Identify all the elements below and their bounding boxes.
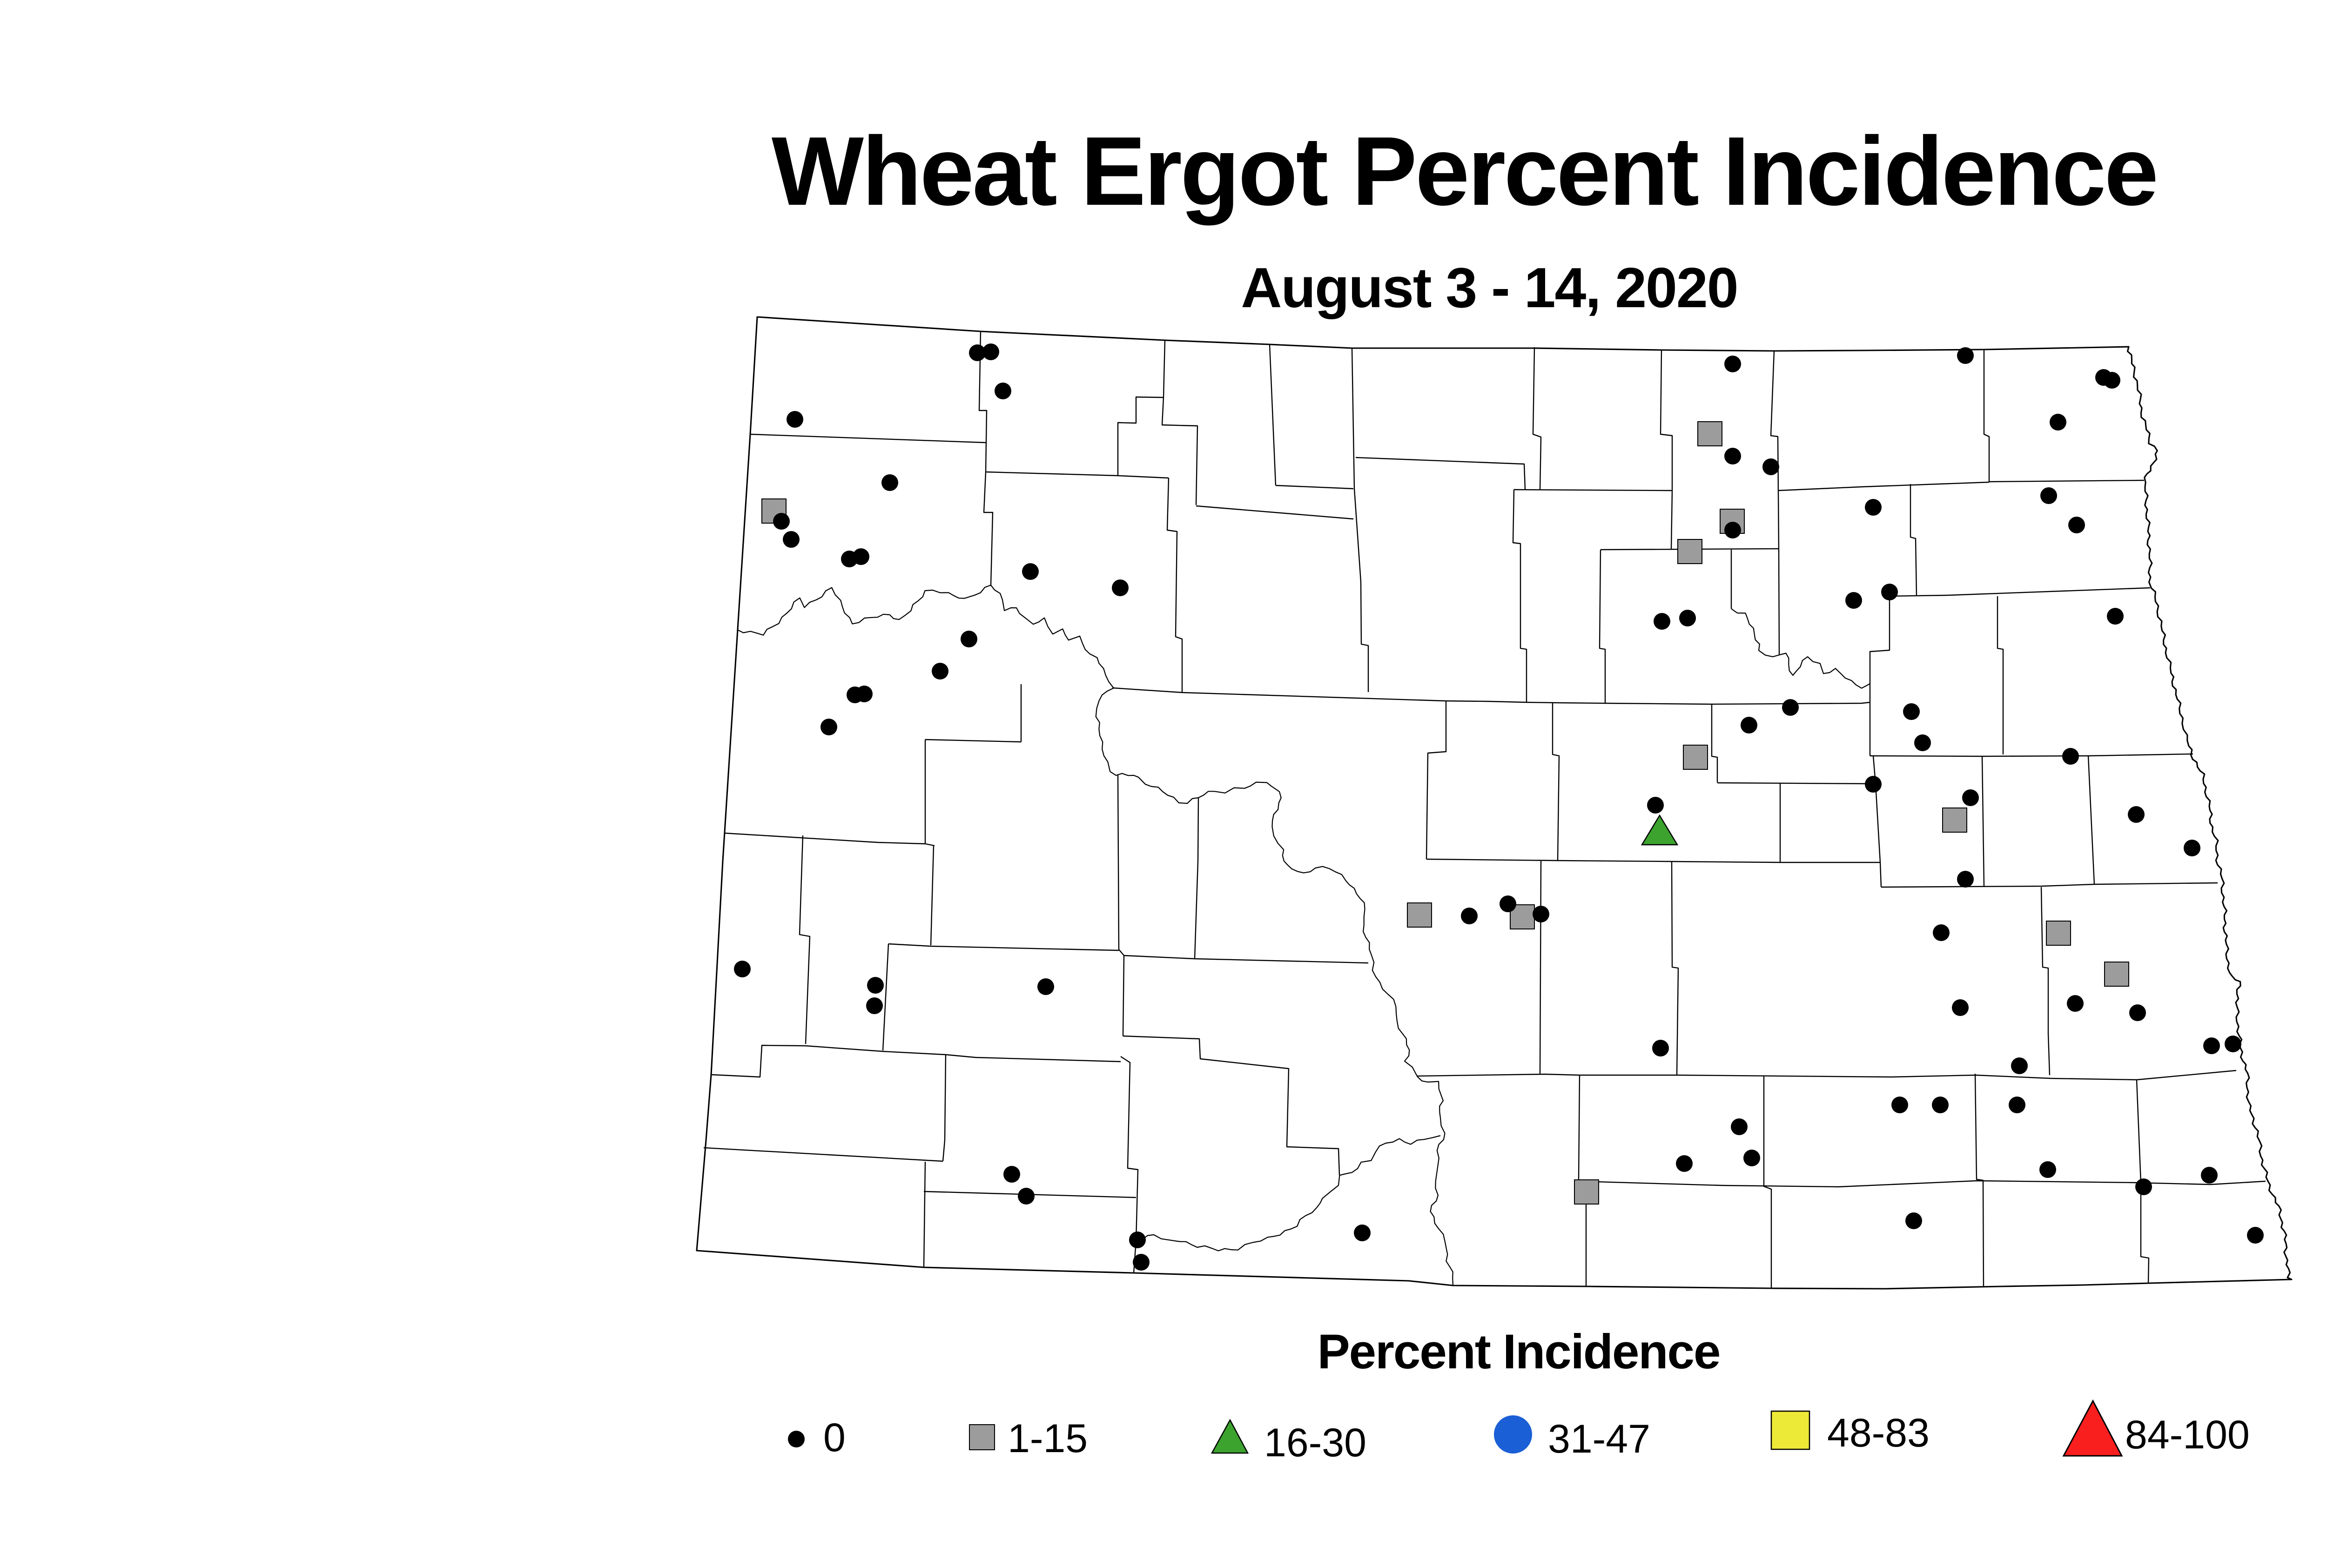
svg-text:Percent Incidence: Percent Incidence [1318,1325,1720,1379]
svg-text:84-100: 84-100 [2125,1413,2250,1457]
svg-text:0: 0 [823,1415,846,1460]
svg-text:1-15: 1-15 [1008,1416,1088,1461]
svg-text:31-47: 31-47 [1548,1417,1650,1461]
svg-text:August 3 - 14, 2020: August 3 - 14, 2020 [1241,256,1737,319]
svg-text:Wheat Ergot Percent Incidence: Wheat Ergot Percent Incidence [772,116,2157,226]
svg-text:48-83: 48-83 [1827,1411,1930,1455]
svg-text:16-30: 16-30 [1264,1420,1366,1465]
